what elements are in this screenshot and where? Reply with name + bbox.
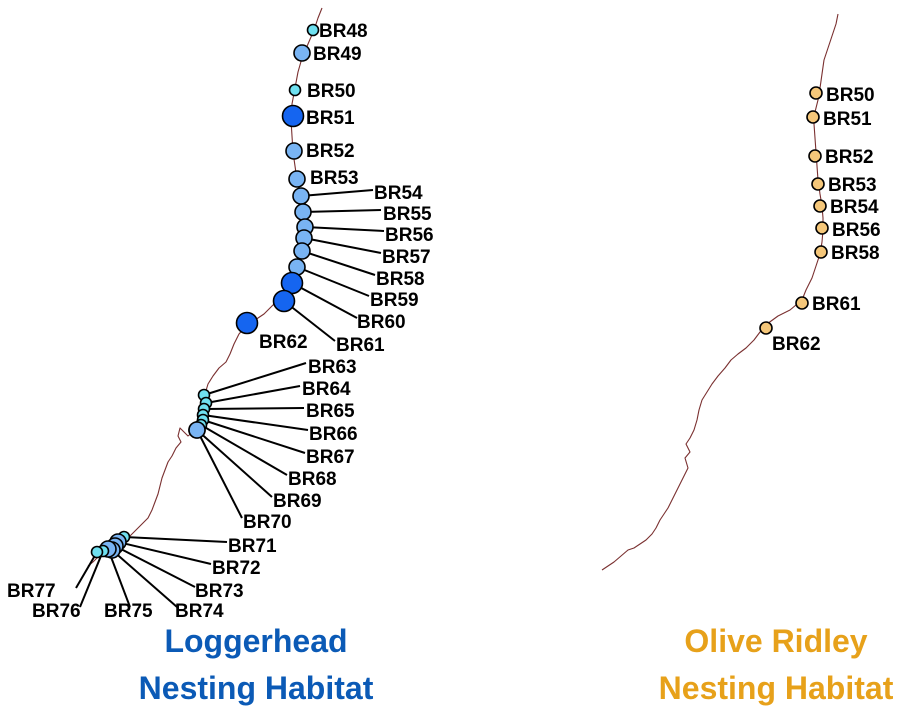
loggerhead-site-br53[interactable] xyxy=(288,170,306,188)
leader-line-br63 xyxy=(203,362,307,396)
loggerhead-site-label-br63: BR63 xyxy=(308,357,357,378)
loggerhead-site-label-br72: BR72 xyxy=(212,558,261,579)
olive-ridley-site-br61[interactable] xyxy=(795,296,809,310)
loggerhead-site-label-br57: BR57 xyxy=(382,247,431,268)
loggerhead-site-label-br54: BR54 xyxy=(374,183,423,204)
loggerhead-site-label-br61: BR61 xyxy=(336,335,385,356)
loggerhead-site-br77[interactable] xyxy=(90,545,104,559)
olive-ridley-site-br62[interactable] xyxy=(759,321,773,335)
leader-line-br54 xyxy=(300,189,374,197)
leader-line-br68 xyxy=(200,424,288,476)
loggerhead-site-br50[interactable] xyxy=(288,83,302,97)
leader-line-br58 xyxy=(301,250,376,276)
loggerhead-site-label-br75: BR75 xyxy=(104,601,153,622)
loggerhead-site-br54[interactable] xyxy=(292,187,310,205)
olive-ridley-site-label-br58: BR58 xyxy=(831,243,880,264)
loggerhead-site-br52[interactable] xyxy=(285,142,303,160)
loggerhead-site-label-br68: BR68 xyxy=(288,469,337,490)
olive-ridley-title-line1: Olive Ridley xyxy=(684,623,867,659)
loggerhead-site-label-br71: BR71 xyxy=(228,536,277,557)
loggerhead-site-label-br59: BR59 xyxy=(370,290,419,311)
olive-ridley-site-label-br50: BR50 xyxy=(826,85,875,106)
loggerhead-title-line1: Loggerhead xyxy=(164,623,347,659)
leader-line-br73 xyxy=(114,545,196,588)
olive-ridley-site-br51[interactable] xyxy=(806,110,820,124)
olive-ridley-site-br58[interactable] xyxy=(814,245,828,259)
olive-ridley-site-br56[interactable] xyxy=(815,221,829,235)
loggerhead-site-label-br70: BR70 xyxy=(243,512,292,533)
loggerhead-site-label-br74: BR74 xyxy=(175,601,224,622)
loggerhead-site-br70[interactable] xyxy=(188,421,206,439)
leader-line-br72 xyxy=(117,541,212,565)
loggerhead-site-label-br76: BR76 xyxy=(32,601,81,622)
loggerhead-site-label-br73: BR73 xyxy=(195,581,244,602)
leader-line-br74 xyxy=(111,549,178,608)
loggerhead-site-label-br55: BR55 xyxy=(383,204,432,225)
leader-line-br76 xyxy=(79,550,104,608)
leader-line-br56 xyxy=(304,226,385,232)
leader-line-br71 xyxy=(123,536,228,543)
loggerhead-site-label-br53: BR53 xyxy=(310,168,359,189)
olive-ridley-site-br52[interactable] xyxy=(808,149,822,163)
loggerhead-site-label-br60: BR60 xyxy=(357,312,406,333)
olive-ridley-site-label-br54: BR54 xyxy=(830,197,879,218)
leader-line-br66 xyxy=(202,414,309,431)
olive-ridley-site-br50[interactable] xyxy=(809,86,823,100)
leader-line-br60 xyxy=(291,282,358,319)
loggerhead-site-br55[interactable] xyxy=(294,203,312,221)
loggerhead-title-line2: Nesting Habitat xyxy=(139,670,374,706)
loggerhead-site-label-br51: BR51 xyxy=(306,108,355,129)
leader-line-br69 xyxy=(196,429,273,498)
loggerhead-site-label-br58: BR58 xyxy=(376,269,425,290)
olive-ridley-site-label-br62: BR62 xyxy=(772,334,821,355)
olive-ridley-site-br54[interactable] xyxy=(813,199,827,213)
leader-line-br70 xyxy=(196,429,243,519)
leader-line-br59 xyxy=(296,266,370,297)
olive-ridley-site-br53[interactable] xyxy=(811,177,825,191)
loggerhead-site-label-br62: BR62 xyxy=(259,332,308,353)
loggerhead-site-br58[interactable] xyxy=(293,242,311,260)
loggerhead-site-br49[interactable] xyxy=(293,44,311,62)
loggerhead-site-label-br48: BR48 xyxy=(319,21,368,42)
loggerhead-site-label-br66: BR66 xyxy=(309,424,358,445)
leader-line-br77 xyxy=(75,551,98,589)
loggerhead-site-label-br49: BR49 xyxy=(313,44,362,65)
loggerhead-site-label-br52: BR52 xyxy=(306,141,355,162)
loggerhead-site-label-br77: BR77 xyxy=(7,581,56,602)
leader-line-br67 xyxy=(202,419,306,454)
olive-ridley-title-line2: Nesting Habitat xyxy=(659,670,894,706)
coastline-olive-ridley xyxy=(601,13,839,571)
loggerhead-site-label-br65: BR65 xyxy=(306,401,355,422)
olive-ridley-site-label-br61: BR61 xyxy=(812,294,861,315)
olive-ridley-site-label-br52: BR52 xyxy=(825,147,874,168)
olive-ridley-site-label-br56: BR56 xyxy=(832,220,881,241)
leader-line-br55 xyxy=(302,209,382,213)
leader-line-br64 xyxy=(205,385,301,404)
loggerhead-site-label-br69: BR69 xyxy=(273,491,322,512)
leader-line-br57 xyxy=(303,237,382,254)
leader-line-br65 xyxy=(203,407,305,410)
loggerhead-site-br62[interactable] xyxy=(235,311,259,335)
loggerhead-site-label-br50: BR50 xyxy=(307,81,356,102)
loggerhead-site-label-br64: BR64 xyxy=(302,379,351,400)
loggerhead-site-br48[interactable] xyxy=(306,23,320,37)
loggerhead-site-br51[interactable] xyxy=(281,104,305,128)
loggerhead-site-label-br67: BR67 xyxy=(306,447,355,468)
olive-ridley-site-label-br53: BR53 xyxy=(828,175,877,196)
loggerhead-site-label-br56: BR56 xyxy=(385,225,434,246)
loggerhead-site-br61[interactable] xyxy=(272,289,296,313)
olive-ridley-site-label-br51: BR51 xyxy=(823,109,872,130)
